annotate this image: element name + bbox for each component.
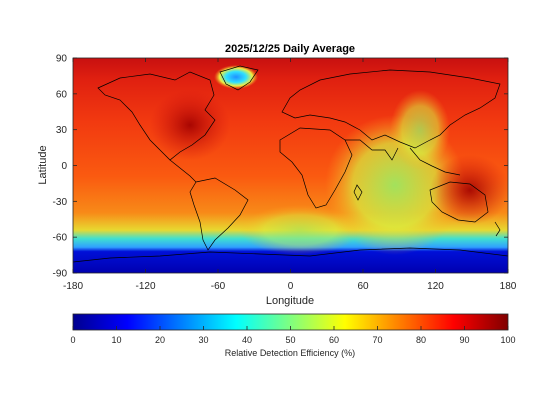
pacific-dark xyxy=(430,155,508,225)
arctic-pocket xyxy=(214,65,258,89)
colorbar-tick-label: 70 xyxy=(372,335,382,345)
y-axis: -90 -60 -30 0 30 60 90 xyxy=(53,54,508,280)
y-tick-label: -60 xyxy=(53,233,68,244)
colorbar-tick-label: 30 xyxy=(198,335,208,345)
coastline-south-america xyxy=(189,177,249,251)
y-tick-label: 0 xyxy=(61,161,67,172)
north-america-dark xyxy=(150,90,230,160)
coastlines xyxy=(73,65,508,263)
x-tick-label: 60 xyxy=(357,281,369,292)
colorbar-label: Relative Detection Efficiency (%) xyxy=(225,348,355,358)
x-tick-label: -60 xyxy=(211,281,226,292)
south-atlantic-swath xyxy=(240,205,360,255)
colorbar-tick-label: 50 xyxy=(285,335,295,345)
x-tick-label: -180 xyxy=(63,281,83,292)
colorbar-tick-label: 10 xyxy=(111,335,121,345)
y-tick-label: 60 xyxy=(56,89,68,100)
y-tick-label: 90 xyxy=(56,54,68,65)
x-tick-label: 120 xyxy=(427,281,444,292)
colorbar-tick-label: 40 xyxy=(242,335,252,345)
coastline-se-asia xyxy=(409,147,461,176)
colorbar-tick-label: 100 xyxy=(500,335,515,345)
y-tick-label: -90 xyxy=(53,269,68,280)
coastline-greenland xyxy=(219,65,259,91)
colorbar-tick-label: 60 xyxy=(329,335,339,345)
x-tick-label: -120 xyxy=(135,281,155,292)
coastline-north-america xyxy=(97,71,216,161)
colorbar-ticks: 0 10 20 30 40 50 60 70 80 90 100 xyxy=(70,326,516,345)
y-tick-label: -30 xyxy=(53,197,68,208)
x-axis-label: Longitude xyxy=(266,295,314,307)
x-axis: -180 -120 -60 0 60 120 180 xyxy=(63,58,517,292)
x-tick-label: 0 xyxy=(288,281,294,292)
x-tick-label: 180 xyxy=(500,281,517,292)
colorbar-tick-label: 90 xyxy=(459,335,469,345)
colorbar-tick-label: 80 xyxy=(416,335,426,345)
chart-title: 2025/12/25 Daily Average xyxy=(225,43,355,55)
heatmap-field xyxy=(73,58,508,273)
coastline-arabia-india xyxy=(345,139,399,161)
colorbar-tick-label: 20 xyxy=(155,335,165,345)
coastline-new-zealand xyxy=(494,221,501,237)
y-axis-label: Latitude xyxy=(37,145,49,184)
coastline-antarctica xyxy=(73,247,508,263)
coastline-madagascar xyxy=(353,184,363,201)
indian-ocean-swath-upper xyxy=(390,90,450,170)
coastline-europe-asia xyxy=(281,69,501,149)
y-tick-label: 30 xyxy=(56,125,68,136)
coastline-australia xyxy=(429,181,489,223)
colorbar-tick-label: 0 xyxy=(70,335,75,345)
coastline-central-america xyxy=(169,159,197,183)
coastline-africa xyxy=(279,127,353,209)
